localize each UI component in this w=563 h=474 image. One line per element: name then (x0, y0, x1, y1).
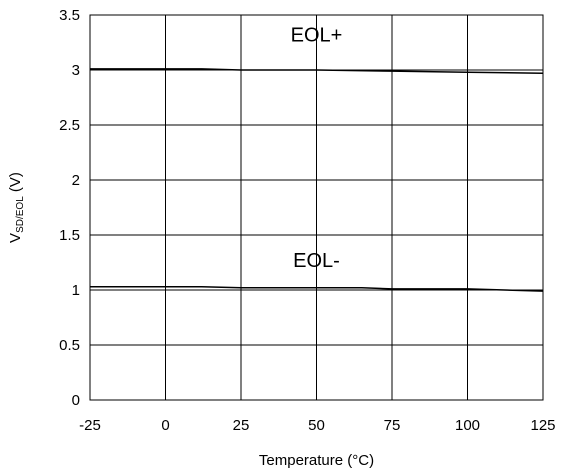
annotation-label: EOL+ (291, 24, 343, 46)
y-tick-label: 0.5 (59, 337, 80, 354)
y-axis-label: VSD/EOL (V) (7, 172, 26, 243)
y-tick-label: 3 (72, 62, 80, 79)
y-axis-label-main: V (7, 233, 24, 243)
annotations: EOL+ EOL- (291, 24, 343, 272)
x-tick-label: 100 (455, 417, 480, 434)
x-tick-label: -25 (79, 417, 101, 434)
y-tick-labels: 0 0.5 1 1.5 2 2.5 3 3.5 (59, 7, 80, 409)
x-tick-label: 50 (308, 417, 325, 434)
x-tick-label: 125 (530, 417, 555, 434)
x-tick-labels: -25 0 25 50 75 100 125 (79, 417, 555, 434)
annotation-label: EOL- (293, 250, 340, 272)
x-axis-label: Temperature (°C) (259, 452, 374, 469)
series-lines (90, 68, 544, 292)
series-line-eol (90, 68, 544, 75)
y-tick-label: 3.5 (59, 7, 80, 24)
y-tick-label: 1.5 (59, 227, 80, 244)
y-axis-label-sub: SD/EOL (15, 196, 26, 233)
y-axis-label-unit: (V) (7, 172, 24, 196)
series-line-eol (90, 285, 544, 292)
x-tick-label: 75 (384, 417, 401, 434)
y-tick-label: 1 (72, 282, 80, 299)
x-tick-label: 25 (233, 417, 250, 434)
y-tick-label: 2.5 (59, 117, 80, 134)
y-tick-label: 0 (72, 392, 80, 409)
plot-frame (89, 14, 544, 401)
x-tick-label: 0 (161, 417, 169, 434)
y-tick-label: 2 (72, 172, 80, 189)
